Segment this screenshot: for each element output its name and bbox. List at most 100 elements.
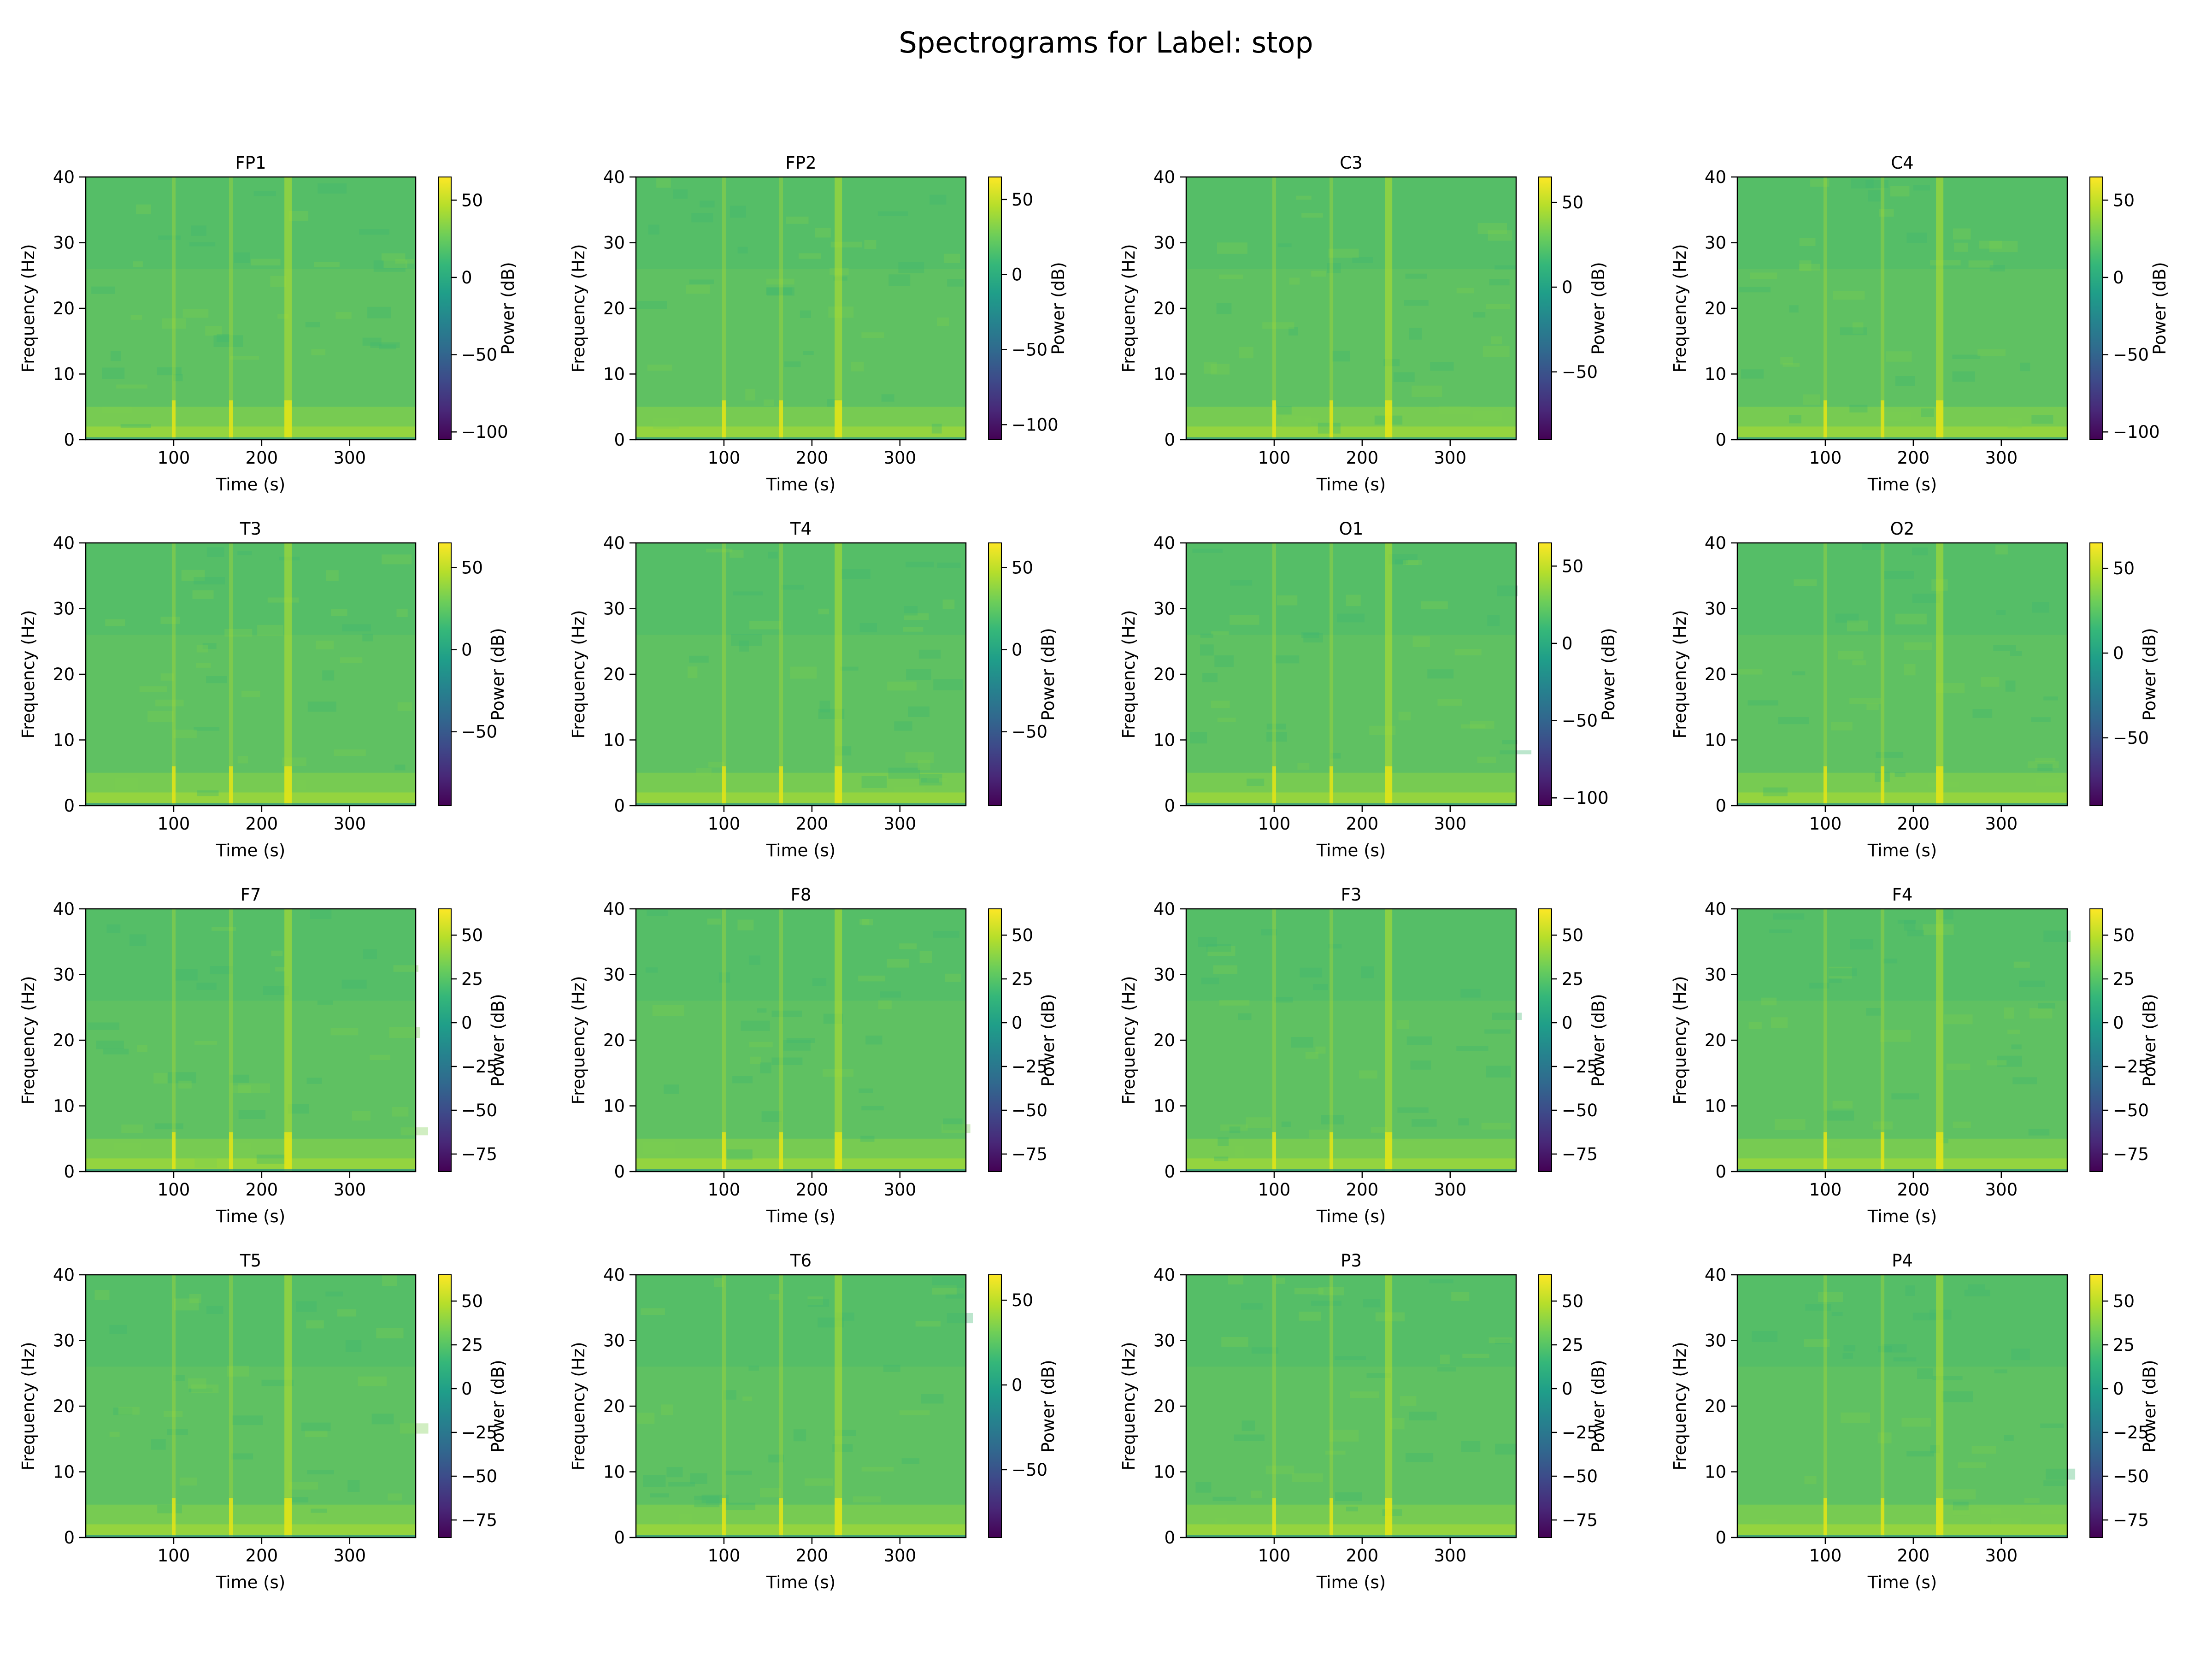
y-tick-label: 20	[1153, 1396, 1175, 1416]
colorbar-tick-label: 0	[2113, 1013, 2124, 1033]
heatmap-texture	[1294, 1288, 1324, 1295]
heatmap-texture	[168, 1072, 196, 1084]
subplot-title: T4	[790, 519, 812, 539]
heatmap-texture	[1393, 372, 1415, 382]
colorbar-label: Power (dB)	[1599, 628, 1618, 720]
heatmap-texture	[1502, 740, 1518, 745]
subplot-t6: T6 100 200 300 Time (s) 0 10 20 30 40 Frequency (H…	[569, 1251, 1058, 1592]
heatmap-texture	[650, 1493, 669, 1498]
heatmap-texture	[1214, 1156, 1229, 1161]
bright-band-low	[1330, 1498, 1334, 1537]
x-tick-label: 200	[1897, 814, 1930, 834]
heatmap-texture	[1350, 1391, 1379, 1398]
heatmap-texture	[1853, 322, 1864, 334]
heatmap-texture	[1456, 1046, 1488, 1051]
heatmap-texture	[748, 955, 760, 965]
y-tick-label: 20	[1153, 1031, 1175, 1050]
heatmap-texture	[1246, 1117, 1271, 1128]
heatmap-texture	[1396, 1020, 1409, 1029]
heatmap-texture	[2043, 696, 2058, 701]
x-tick-label: 100	[1258, 814, 1291, 834]
bright-band-low	[1330, 766, 1334, 806]
heatmap-texture	[1262, 322, 1294, 329]
bright-band-low	[1881, 400, 1885, 440]
heatmap-texture	[786, 216, 809, 224]
colorbar	[1538, 1274, 1552, 1538]
colorbar-tick-label: 0	[2113, 268, 2124, 288]
heatmap-texture	[1886, 351, 1912, 362]
heatmap-texture	[106, 924, 121, 933]
heatmap-texture	[267, 597, 299, 603]
heatmap-texture	[653, 418, 679, 429]
heatmap-texture	[1266, 724, 1286, 730]
heatmap-texture	[800, 310, 811, 318]
y-tick-label: 20	[53, 665, 75, 684]
y-tick-label: 10	[1705, 730, 1726, 750]
heatmap-texture	[1884, 571, 1914, 579]
heatmap-texture	[393, 965, 418, 972]
bright-band	[1823, 543, 1827, 806]
heatmap-texture	[1847, 620, 1868, 631]
heatmap-texture	[899, 943, 917, 949]
heatmap-texture	[643, 1142, 675, 1154]
heatmap-texture	[233, 1085, 251, 1093]
y-tick-label: 40	[1153, 1265, 1175, 1285]
colorbar	[988, 542, 1002, 806]
heatmap-texture	[648, 224, 659, 235]
heatmap-texture	[1895, 613, 1927, 624]
heatmap-texture	[1406, 1036, 1432, 1045]
spectrogram-heatmap	[1737, 543, 2067, 806]
heatmap-texture	[1842, 1353, 1853, 1359]
x-tick-label: 100	[1258, 1180, 1291, 1200]
heatmap-texture	[1218, 1137, 1229, 1146]
colorbar-tick-label: −25	[2113, 1057, 2149, 1077]
colorbar-label: Power (dB)	[488, 1360, 508, 1452]
heatmap-texture	[271, 950, 283, 956]
y-tick-label: 40	[1705, 533, 1726, 553]
bright-band	[284, 543, 292, 806]
heatmap-texture	[196, 663, 211, 668]
heatmap-texture	[277, 314, 289, 319]
y-tick-label: 20	[603, 1031, 625, 1050]
colorbar-tick-label: −50	[1012, 1101, 1047, 1120]
heatmap-texture	[1968, 260, 1994, 268]
heatmap-texture	[114, 1142, 141, 1150]
colorbar-tick-label: −50	[461, 1467, 497, 1486]
heatmap-texture	[263, 986, 289, 995]
bright-band	[1936, 1275, 1944, 1537]
heatmap-texture	[690, 1473, 707, 1484]
heatmap-texture	[174, 1298, 199, 1311]
bright-band	[1936, 177, 1944, 440]
y-tick-label: 30	[603, 599, 625, 619]
x-tick-label: 100	[158, 814, 190, 834]
heatmap-texture	[1409, 1411, 1437, 1420]
x-tick-label: 100	[1809, 814, 1842, 834]
colorbar-tick-label: 25	[461, 969, 483, 989]
spectrogram-heatmap	[1186, 177, 1516, 440]
heatmap-texture	[919, 774, 942, 786]
bright-band-low	[171, 400, 176, 440]
heatmap-texture	[1229, 1126, 1241, 1133]
heatmap-texture	[861, 1106, 884, 1111]
heatmap-texture	[1309, 1130, 1330, 1139]
y-tick-label: 20	[1153, 665, 1175, 684]
spectrogram-heatmap	[1737, 909, 2071, 1172]
heatmap-texture	[637, 1413, 655, 1424]
colorbar-tick-label: 25	[1562, 1335, 1583, 1355]
heatmap-texture	[1997, 1055, 2022, 1067]
heatmap-texture	[307, 1470, 334, 1475]
heatmap-texture	[1866, 703, 1879, 710]
heatmap-texture	[88, 1022, 120, 1030]
heatmap-texture	[91, 286, 115, 294]
heatmap-texture	[1879, 209, 1894, 217]
y-axis-label: Frequency (Hz)	[1119, 610, 1139, 738]
spectrogram-heatmap	[636, 177, 966, 440]
heatmap-texture	[700, 200, 715, 208]
heatmap-texture	[864, 240, 877, 249]
heatmap-upper-band	[1737, 1275, 2067, 1367]
heatmap-texture	[1440, 1355, 1450, 1364]
subplot-title: T5	[240, 1251, 261, 1271]
heatmap-texture	[1953, 1506, 1971, 1516]
heatmap-texture	[899, 1410, 930, 1415]
y-tick-label: 40	[1705, 1265, 1726, 1285]
